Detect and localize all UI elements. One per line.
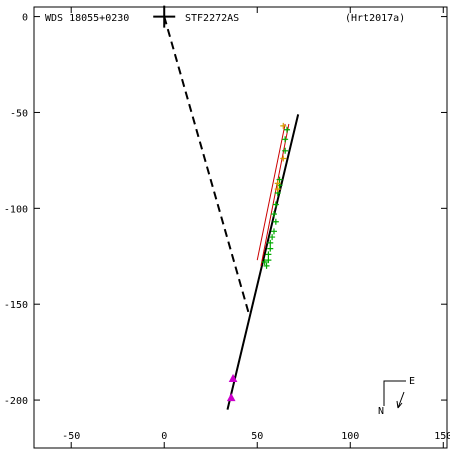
data-point-plus [261,259,268,266]
data-point-plus [263,262,270,269]
header-reference: (Hrt2017a) [345,13,405,24]
data-point-plus [282,147,289,154]
header-system-name: STF2272AS [185,13,239,24]
data-point-plus [265,257,272,264]
data-point-plus [284,126,291,133]
chart-marks [153,5,300,410]
compass-north-label: N [378,406,384,417]
data-point-plus [276,176,283,183]
data-point-triangle [228,373,238,382]
compass-rose: N E [378,376,415,417]
y-tick-label: 0 [22,13,28,24]
data-point-plus [274,186,281,193]
data-point-plus [272,218,279,225]
compass-frame [383,380,406,406]
data-point-plus [272,201,279,208]
y-tick-label: -50 [10,108,28,119]
x-tick-label: 50 [251,431,263,442]
data-point-plus [270,228,277,235]
data-point-plus [269,234,276,241]
x-tick-label: 0 [161,431,167,442]
residual-trend-line [260,123,290,266]
data-point-plus [282,136,289,143]
plot-frame [33,6,448,449]
data-point-plus [280,155,287,162]
x-tick-label: 100 [341,431,359,442]
primary-star-marker [153,5,176,28]
header-wds-id: WDS 18055+0230 [45,13,129,24]
x-tick-label: 150 [434,431,450,442]
data-point-plus [267,245,274,252]
data-point-plus [267,239,274,246]
data-point-plus [274,180,281,187]
x-tick-label: -50 [62,431,80,442]
compass-arrow-icon [396,391,405,409]
y-tick-label: -200 [4,396,28,407]
compass-east-label: E [409,376,415,387]
data-point-plus [270,211,277,218]
axes: -50 0 50 100 150 0 -50 -100 -150 -200 [4,6,450,449]
y-tick-label: -150 [4,300,28,311]
data-point-plus [280,122,287,129]
y-tick-label: -100 [4,204,28,215]
residual-trend-line [256,123,286,261]
data-point-triangle [226,393,236,402]
data-point-plus [265,251,272,258]
